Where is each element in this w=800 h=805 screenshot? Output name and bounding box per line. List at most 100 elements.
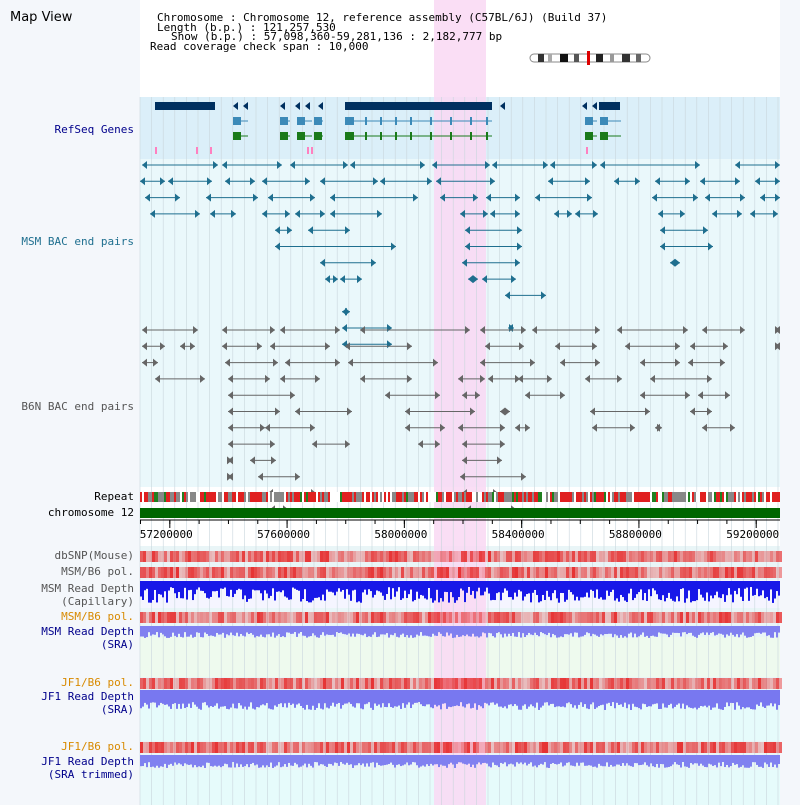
- heat-cell: [674, 612, 677, 623]
- depth-bar: [724, 581, 726, 602]
- heat-cell: [524, 551, 527, 562]
- depth-bar: [650, 581, 652, 597]
- track-label-msm-b6-pol-1: MSM/B6 pol.: [61, 565, 134, 578]
- heat-cell: [500, 567, 503, 578]
- repeat-segment: [486, 492, 488, 502]
- depth-bar: [412, 690, 414, 705]
- heat-cell: [665, 742, 668, 753]
- depth-bar: [282, 626, 284, 637]
- heat-cell: [704, 742, 707, 753]
- heat-cell: [764, 612, 767, 623]
- heat-cell: [215, 678, 218, 689]
- ideogram-band: [622, 54, 630, 62]
- depth-bar: [348, 755, 350, 765]
- heat-cell: [635, 678, 638, 689]
- repeat-segment: [472, 492, 474, 502]
- track-label-msm-b6-pol-2: MSM/B6 pol.: [61, 610, 134, 623]
- heat-cell: [446, 612, 449, 623]
- heat-cell: [695, 742, 698, 753]
- depth-bar: [760, 755, 762, 767]
- heat-cell: [689, 551, 692, 562]
- bac-end-marker: [225, 358, 230, 367]
- repeat-segment: [778, 492, 780, 502]
- info-length: Length (b.p.) : 121,257,530: [157, 21, 336, 34]
- heat-cell: [662, 567, 665, 578]
- heat-cell: [539, 612, 542, 623]
- bac-end-marker: [345, 342, 350, 351]
- gene-arrow: [318, 102, 323, 110]
- depth-bar: [656, 755, 658, 764]
- depth-bar: [400, 690, 402, 709]
- info-coverage: Read coverage check span : 10,000: [150, 40, 369, 53]
- heat-cell: [242, 612, 245, 623]
- repeat-segment: [544, 492, 546, 502]
- heat-cell: [212, 567, 215, 578]
- bac-end-marker: [160, 342, 165, 351]
- heat-cell: [284, 567, 287, 578]
- heat-cell: [170, 742, 173, 753]
- depth-bar: [188, 581, 190, 591]
- depth-bar: [398, 690, 400, 706]
- heat-cell: [515, 678, 518, 689]
- bac-end-marker: [660, 226, 665, 235]
- heat-cell: [638, 612, 641, 623]
- depth-bar: [370, 755, 372, 763]
- depth-bar: [636, 690, 638, 708]
- depth-bar: [638, 581, 640, 593]
- depth-bar: [374, 755, 376, 768]
- depth-bar: [770, 581, 772, 590]
- depth-bar: [310, 581, 312, 603]
- heat-cell: [482, 551, 485, 562]
- heat-cell: [416, 551, 419, 562]
- repeat-segment: [526, 492, 528, 502]
- heat-cell: [599, 567, 602, 578]
- depth-bar: [220, 755, 222, 768]
- heat-cell: [608, 742, 611, 753]
- depth-bar: [616, 690, 618, 703]
- depth-bar: [690, 581, 692, 603]
- heat-cell: [176, 678, 179, 689]
- depth-bar: [590, 755, 592, 766]
- heat-cell: [707, 551, 710, 562]
- heat-cell: [476, 612, 479, 623]
- heat-cell: [323, 567, 326, 578]
- heat-cell: [146, 551, 149, 562]
- depth-bar: [444, 581, 446, 592]
- depth-bar: [232, 626, 234, 636]
- heat-cell: [203, 678, 206, 689]
- heat-cell: [425, 678, 428, 689]
- heat-cell: [416, 567, 419, 578]
- depth-bar: [206, 581, 208, 598]
- repeat-segment: [152, 492, 154, 502]
- heat-cell: [749, 742, 752, 753]
- heat-cell: [479, 742, 482, 753]
- heat-cell: [662, 612, 665, 623]
- heat-cell: [767, 551, 770, 562]
- depth-bar: [706, 581, 708, 593]
- depth-bar: [372, 626, 374, 635]
- heat-cell: [197, 567, 200, 578]
- heat-cell: [485, 612, 488, 623]
- repeat-segment: [242, 492, 244, 502]
- heat-cell: [410, 742, 413, 753]
- heat-cell: [449, 551, 452, 562]
- heat-cell: [692, 567, 695, 578]
- depth-bar: [608, 626, 610, 634]
- heat-cell: [662, 678, 665, 689]
- depth-bar: [524, 755, 526, 763]
- heat-cell: [278, 612, 281, 623]
- heat-cell: [434, 678, 437, 689]
- depth-bar: [570, 581, 572, 593]
- repeat-segment: [412, 492, 414, 502]
- bac-end-marker: [385, 391, 390, 400]
- heat-cell: [257, 678, 260, 689]
- heat-cell: [248, 742, 251, 753]
- depth-bar: [518, 690, 520, 710]
- depth-bar: [390, 690, 392, 708]
- depth-bar: [366, 581, 368, 595]
- heat-cell: [515, 612, 518, 623]
- bac-end-marker: [345, 226, 350, 235]
- heat-cell: [185, 551, 188, 562]
- heat-cell: [587, 678, 590, 689]
- repeat-segment: [416, 492, 418, 502]
